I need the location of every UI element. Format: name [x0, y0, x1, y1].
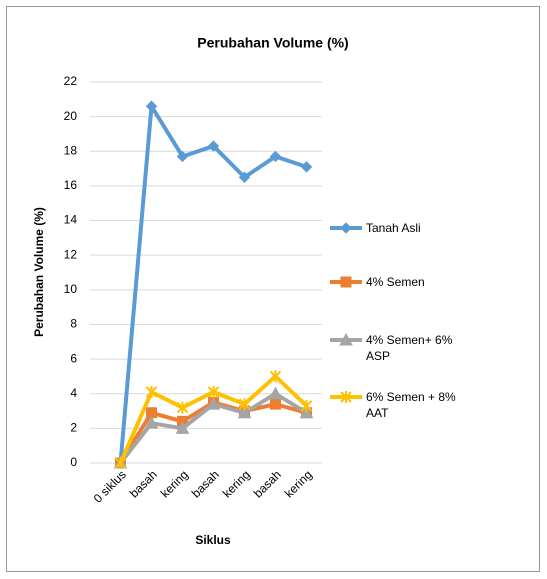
legend-label: Tanah Asli: [366, 221, 421, 235]
marker: [206, 397, 221, 410]
marker: [268, 386, 283, 400]
y-tick-label: 8: [70, 317, 77, 331]
marker: [300, 161, 313, 173]
y-tick-label: 14: [64, 213, 78, 227]
marker: [299, 405, 314, 419]
marker: [340, 391, 352, 403]
marker: [114, 457, 127, 469]
x-axis-label: Siklus: [195, 533, 231, 547]
marker: [238, 398, 251, 411]
y-tick-label: 18: [64, 143, 78, 157]
marker: [339, 332, 353, 346]
y-tick-label: 6: [70, 351, 77, 365]
marker: [238, 171, 251, 183]
marker: [270, 398, 281, 410]
marker: [146, 407, 157, 419]
y-axis-label: Perubahan Volume (%): [32, 207, 46, 337]
marker: [269, 150, 282, 163]
legend-label: 6% Semen + 8% AAT: [366, 390, 456, 420]
marker: [145, 100, 158, 112]
marker: [207, 385, 220, 398]
marker: [207, 140, 220, 152]
marker: [269, 370, 282, 383]
legend-label: 4% Semen: [366, 275, 425, 289]
legend-label: 4% Semen+ 6% ASP: [366, 333, 453, 363]
y-tick-label: 10: [64, 282, 78, 296]
marker: [144, 416, 159, 429]
marker: [340, 222, 352, 234]
y-tick-label: 12: [64, 247, 78, 261]
y-tick-label: 2: [70, 421, 77, 435]
y-tick-label: 0: [70, 455, 77, 469]
y-tick-label: 20: [64, 109, 78, 123]
y-tick-label: 4: [70, 386, 77, 400]
marker: [145, 385, 158, 398]
marker: [237, 405, 252, 419]
chart-title: Perubahan Volume (%): [197, 35, 348, 51]
y-tick-label: 16: [64, 178, 78, 192]
marker: [300, 399, 313, 412]
marker: [176, 401, 189, 414]
y-tick-label: 22: [64, 74, 78, 88]
marker: [176, 150, 189, 163]
marker: [175, 421, 190, 434]
marker: [340, 276, 352, 288]
chart-frame: [6, 6, 540, 572]
